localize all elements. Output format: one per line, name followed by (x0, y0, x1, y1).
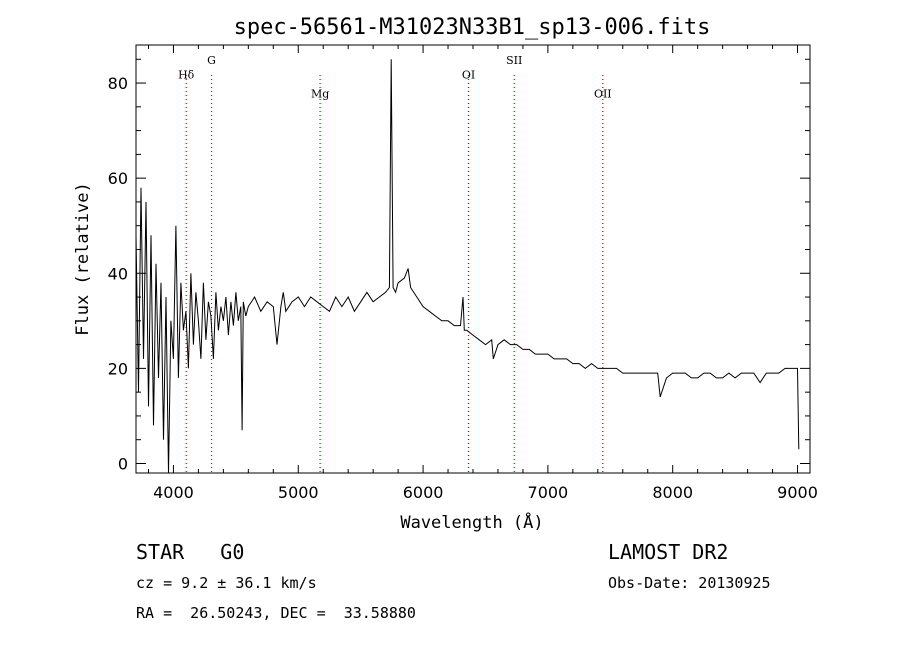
x-tick-label: 9000 (777, 483, 818, 502)
x-tick-label: 7000 (528, 483, 569, 502)
chart-title: spec-56561-M31023N33B1_sp13-006.fits (234, 15, 711, 40)
line-label-5: OII (594, 87, 612, 100)
x-tick-label: 6000 (403, 483, 444, 502)
y-tick-label: 80 (108, 74, 128, 93)
line-markers: Hδ G Mg OI SII OII (178, 54, 612, 473)
coordinates: RA = 26.50243, DEC = 33.58880 (136, 604, 416, 622)
redshift-velocity: cz = 9.2 ± 36.1 km/s (136, 574, 317, 592)
plot-frame (135, 44, 811, 474)
x-tick-label: 5000 (278, 483, 319, 502)
y-axis-label: Flux (relative) (73, 182, 93, 336)
observation-date: Obs-Date: 20130925 (608, 574, 771, 592)
survey-name: LAMOST DR2 (608, 540, 729, 564)
x-tick-label: 8000 (652, 483, 693, 502)
line-label-0: Hδ (178, 68, 195, 81)
line-label-2: Mg (311, 87, 329, 100)
y-tick-label: 60 (108, 169, 128, 188)
spectral-class: STAR G0 (136, 540, 245, 564)
x-tick-label: 4000 (153, 483, 194, 502)
y-tick-label: 0 (118, 454, 128, 473)
x-axis-label: Wavelength (Å) (400, 511, 543, 533)
y-tick-label: 40 (108, 264, 128, 283)
line-label-4: SII (506, 54, 522, 67)
y-tick-label: 20 (108, 359, 128, 378)
axis-ticks: 4000 5000 6000 7000 8000 9000 0 20 40 60 80 (108, 45, 818, 502)
spectrum-line (135, 59, 800, 474)
line-label-3: OI (462, 68, 475, 81)
line-label-1: G (207, 54, 216, 67)
